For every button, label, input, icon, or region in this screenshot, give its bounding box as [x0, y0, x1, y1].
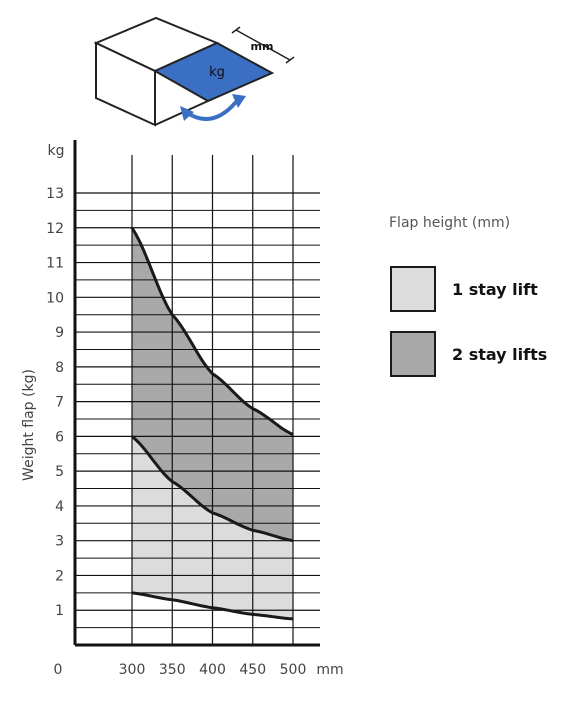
legend-item-2-stay-lifts: 2 stay lifts [390, 331, 547, 377]
curve-upper [130, 227, 294, 436]
y-tick-label: 2 [55, 568, 64, 584]
legend-label-1-stay-lift: 1 stay lift [452, 279, 538, 299]
x-tick-label: 350 [159, 662, 186, 678]
y-tick-label: 3 [55, 534, 64, 550]
x-tick-label: 300 [119, 662, 146, 678]
x-tick-label: 400 [199, 662, 226, 678]
icon-kg-label: kg [209, 65, 225, 80]
legend-label-2-stay-lifts: 2 stay lifts [452, 344, 548, 364]
legend-item-1-stay-lift: 1 stay lift [390, 266, 538, 312]
y-tick-label: 7 [55, 395, 64, 411]
y-tick-label: 6 [55, 429, 64, 445]
y-tick-label: 13 [46, 186, 64, 202]
y-unit-label: kg [48, 143, 65, 159]
y-axis-label: Weight flap (kg) [21, 369, 37, 481]
y-tick-label: 4 [55, 499, 64, 515]
x-axis-label: mm [316, 662, 343, 678]
flap-box-icon: kg mm [93, 16, 295, 127]
y-tick-label: 1 [55, 603, 64, 619]
rotate-arrow-icon [184, 100, 238, 122]
x-origin-label: 0 [54, 662, 63, 678]
curve-middle [131, 435, 294, 543]
legend-title: Flap height (mm) [389, 215, 511, 231]
y-tick-label: 8 [55, 360, 64, 376]
x-tick-label: 500 [280, 662, 307, 678]
y-tick-label: 9 [55, 325, 64, 341]
legend-swatch-1-stay-lift [390, 266, 436, 312]
y-tick-label: 5 [55, 464, 64, 480]
plot-area [75, 155, 320, 645]
x-tick-label: 450 [239, 662, 266, 678]
curve-lower [131, 591, 294, 621]
y-tick-label: 12 [46, 221, 64, 237]
y-tick-label: 11 [46, 256, 64, 272]
flap-panel [152, 41, 275, 103]
icon-mm-label: mm [251, 40, 274, 53]
y-tick-label: 10 [46, 290, 64, 306]
legend-swatch-2-stay-lifts [390, 331, 436, 377]
